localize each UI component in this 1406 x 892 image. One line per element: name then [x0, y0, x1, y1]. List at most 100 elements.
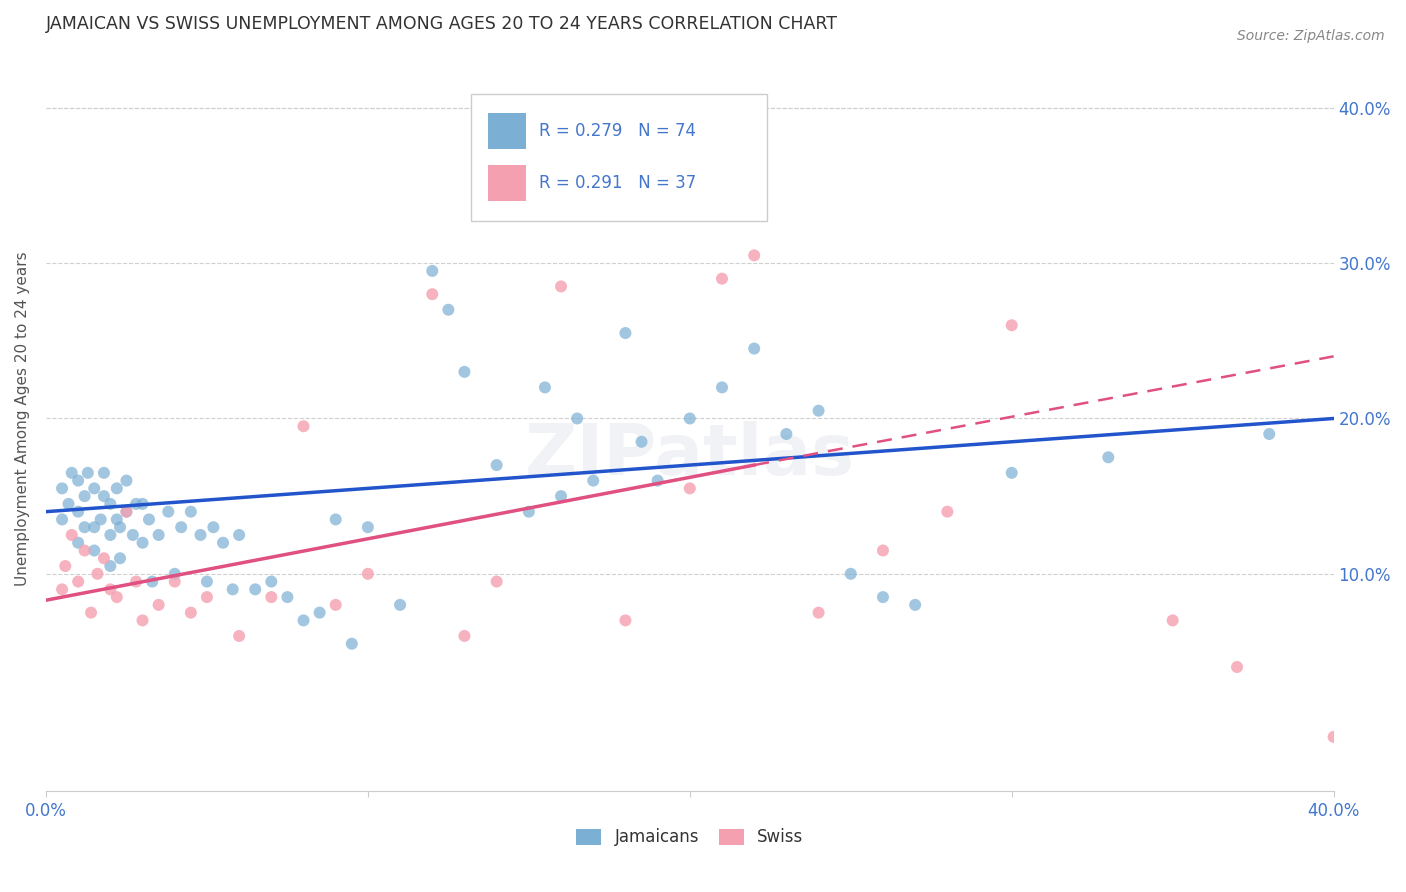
Text: Source: ZipAtlas.com: Source: ZipAtlas.com	[1237, 29, 1385, 43]
Point	[138, 512, 160, 526]
Point	[550, 279, 572, 293]
Point	[711, 271, 734, 285]
Point	[245, 582, 267, 597]
Point	[550, 489, 572, 503]
Point	[807, 606, 830, 620]
Point	[190, 528, 212, 542]
Point	[389, 598, 412, 612]
Point	[53, 559, 76, 574]
Point	[630, 434, 652, 449]
Point	[276, 590, 298, 604]
Point	[93, 489, 115, 503]
Text: JAMAICAN VS SWISS UNEMPLOYMENT AMONG AGES 20 TO 24 YEARS CORRELATION CHART: JAMAICAN VS SWISS UNEMPLOYMENT AMONG AGE…	[46, 15, 838, 33]
Point	[83, 543, 105, 558]
Point	[420, 264, 443, 278]
Legend: Jamaicans, Swiss: Jamaicans, Swiss	[576, 829, 803, 847]
Point	[1161, 614, 1184, 628]
Point	[67, 505, 90, 519]
Point	[679, 481, 702, 495]
Point	[420, 287, 443, 301]
Point	[115, 474, 138, 488]
Point	[60, 466, 83, 480]
Point	[86, 566, 108, 581]
Point	[157, 505, 180, 519]
Point	[90, 512, 112, 526]
Point	[228, 528, 250, 542]
Point	[742, 342, 765, 356]
Point	[807, 403, 830, 417]
Point	[775, 427, 797, 442]
Point	[904, 598, 927, 612]
Point	[98, 497, 121, 511]
Point	[131, 497, 153, 511]
Point	[51, 481, 73, 495]
Point	[1097, 450, 1119, 465]
Point	[148, 528, 170, 542]
Point	[73, 489, 96, 503]
Point	[565, 411, 588, 425]
Point	[614, 326, 637, 340]
Point	[141, 574, 163, 589]
Point	[453, 629, 475, 643]
Point	[325, 512, 347, 526]
Point	[195, 574, 218, 589]
Point	[872, 543, 894, 558]
Point	[80, 606, 103, 620]
Point	[325, 598, 347, 612]
Point	[58, 497, 80, 511]
Point	[711, 380, 734, 394]
Point	[98, 528, 121, 542]
Point	[180, 606, 202, 620]
Point	[340, 637, 363, 651]
Y-axis label: Unemployment Among Ages 20 to 24 years: Unemployment Among Ages 20 to 24 years	[15, 252, 30, 586]
Point	[202, 520, 225, 534]
Point	[51, 582, 73, 597]
Point	[163, 574, 186, 589]
Point	[742, 248, 765, 262]
Point	[180, 505, 202, 519]
Point	[108, 551, 131, 566]
Point	[105, 512, 128, 526]
Text: R = 0.279   N = 74: R = 0.279 N = 74	[538, 121, 696, 140]
FancyBboxPatch shape	[471, 95, 768, 221]
Point	[105, 481, 128, 495]
Point	[98, 559, 121, 574]
Point	[122, 528, 145, 542]
Point	[51, 512, 73, 526]
Point	[260, 590, 283, 604]
Point	[1001, 466, 1024, 480]
Point	[148, 598, 170, 612]
Point	[115, 505, 138, 519]
Point	[105, 590, 128, 604]
Point	[614, 614, 637, 628]
Point	[73, 520, 96, 534]
Point	[115, 505, 138, 519]
Point	[228, 629, 250, 643]
Point	[83, 481, 105, 495]
Point	[485, 574, 508, 589]
Point	[1323, 730, 1346, 744]
Point	[60, 528, 83, 542]
Point	[1258, 427, 1281, 442]
Point	[839, 566, 862, 581]
Point	[221, 582, 243, 597]
Text: ZIPatlas: ZIPatlas	[524, 421, 855, 491]
Point	[1226, 660, 1249, 674]
Point	[582, 474, 605, 488]
Point	[108, 520, 131, 534]
Point	[1001, 318, 1024, 333]
Point	[308, 606, 330, 620]
FancyBboxPatch shape	[488, 112, 526, 149]
Point	[212, 535, 235, 549]
Point	[170, 520, 193, 534]
Point	[76, 466, 98, 480]
Point	[679, 411, 702, 425]
Point	[131, 535, 153, 549]
Point	[292, 419, 315, 434]
Point	[437, 302, 460, 317]
Point	[872, 590, 894, 604]
Point	[534, 380, 557, 394]
Point	[93, 551, 115, 566]
Point	[73, 543, 96, 558]
Point	[125, 497, 148, 511]
